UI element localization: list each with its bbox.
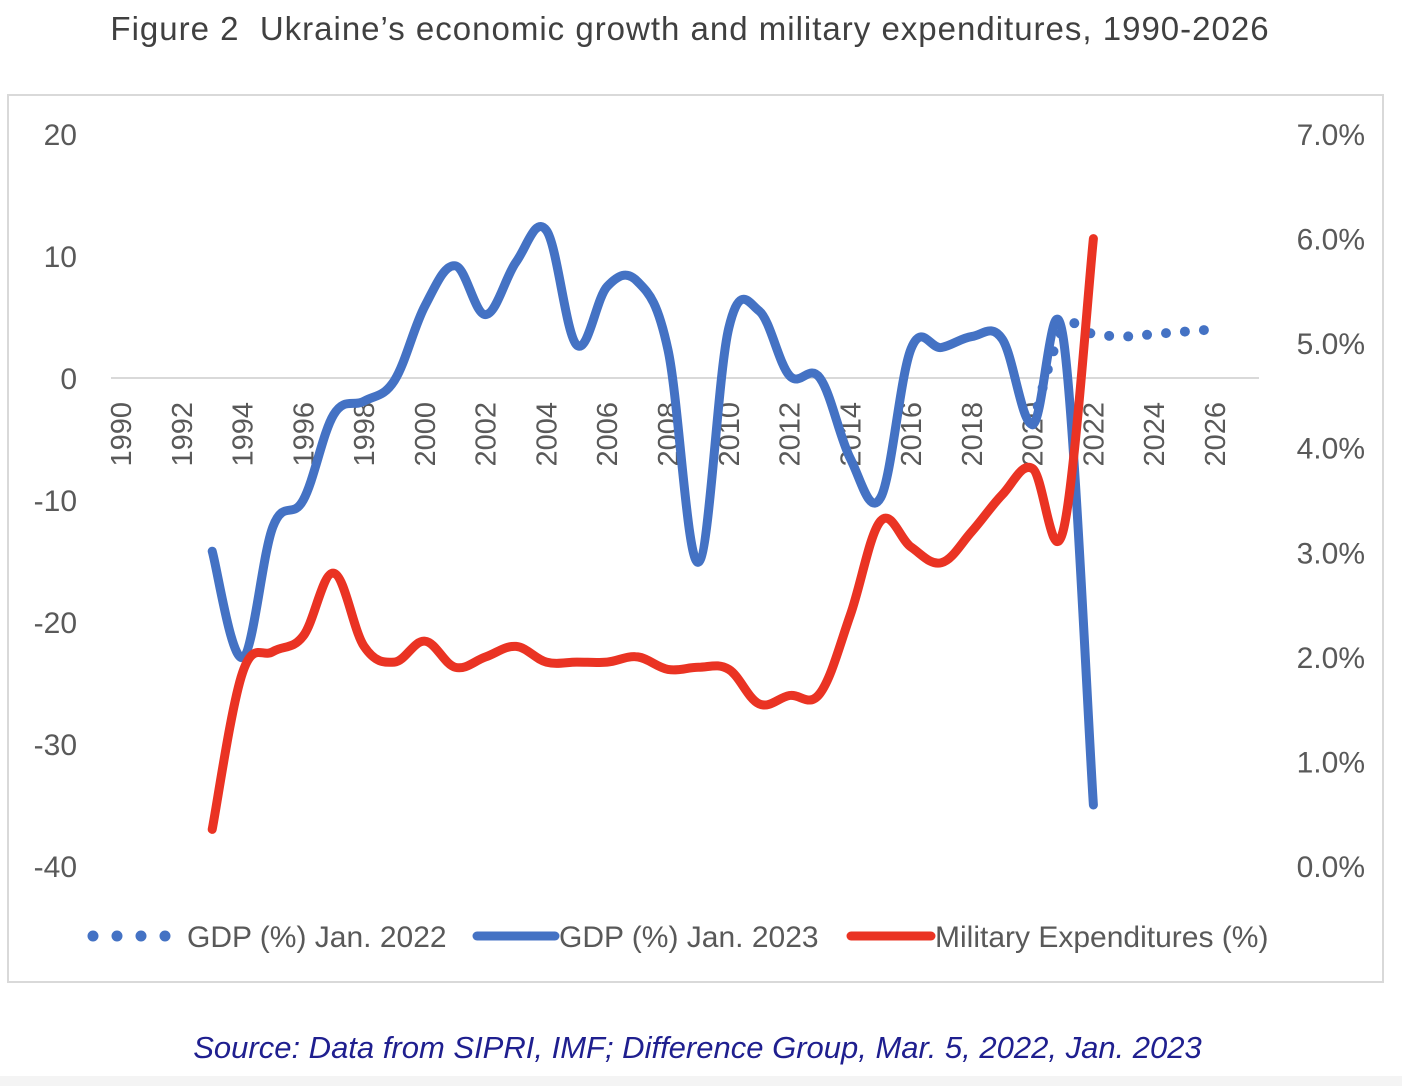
- series-line-3: [207, 234, 1098, 834]
- series-group: [207, 222, 1220, 834]
- x-tick-label: 2004: [531, 402, 563, 467]
- y-left-tick-label: -10: [34, 485, 77, 518]
- x-tick-label: 1998: [349, 402, 381, 467]
- axes-group: 20 10 0 -10 -20 -30 -40 7.0% 6.0% 5.0% 4.0% 3.0% 2.0…: [34, 119, 1365, 884]
- y-left-tick-label: 20: [44, 119, 77, 152]
- y-right-tick-label: 3.0%: [1297, 537, 1365, 570]
- x-tick-label: 1994: [228, 402, 260, 467]
- y-left-tick-label: -30: [34, 729, 77, 762]
- x-tick-label: 1990: [106, 402, 138, 467]
- series-line-2: [207, 222, 1098, 810]
- y-left-tick-label: 0: [60, 363, 77, 396]
- chart-svg: 20 10 0 -10 -20 -30 -40 7.0% 6.0% 5.0% 4.0% 3.0% 2.0…: [34, 119, 1365, 954]
- page-bottom-strip: [0, 1076, 1402, 1086]
- legend-group: GDP (%) Jan. 2022 GDP (%) Jan. 2023 Milita…: [87, 921, 1268, 954]
- y-left-tick-label: -20: [34, 607, 77, 640]
- legend-label-1: GDP (%) Jan. 2022: [187, 921, 447, 954]
- x-tick-label: 1992: [167, 402, 199, 467]
- series-line-1: [1027, 317, 1220, 430]
- figure-title: Figure 2 Ukraine’s economic growth and m…: [110, 10, 1270, 47]
- y-right-tick-label: 4.0%: [1297, 433, 1365, 466]
- x-tick-label: 2012: [775, 402, 807, 467]
- y-right-tick-label: 6.0%: [1297, 224, 1365, 257]
- y-right-tick-label: 1.0%: [1297, 746, 1365, 779]
- x-tick-label: 2024: [1139, 402, 1171, 467]
- y-left-tick-label: -40: [34, 851, 77, 884]
- legend-label-2: GDP (%) Jan. 2023: [559, 921, 819, 954]
- y-right-tick-label: 2.0%: [1297, 642, 1365, 675]
- figure-source: Source: Data from SIPRI, IMF; Difference…: [193, 1030, 1202, 1065]
- x-tick-label: 2022: [1078, 402, 1110, 467]
- x-tick-label: 2026: [1200, 402, 1232, 467]
- y-left-tick-label: 10: [44, 241, 77, 274]
- x-tick-label: 2002: [471, 402, 503, 467]
- y-right-tick-label: 7.0%: [1297, 119, 1365, 152]
- y-right-tick-label: 0.0%: [1297, 851, 1365, 884]
- chart-frame: 20 10 0 -10 -20 -30 -40 7.0% 6.0% 5.0% 4.0% 3.0% 2.0…: [7, 94, 1384, 983]
- legend-label-3: Military Expenditures (%): [935, 921, 1268, 954]
- x-tick-label: 2006: [592, 402, 624, 467]
- x-tick-label: 2000: [410, 402, 442, 467]
- y-right-tick-label: 5.0%: [1297, 328, 1365, 361]
- x-tick-label: 2018: [957, 402, 989, 467]
